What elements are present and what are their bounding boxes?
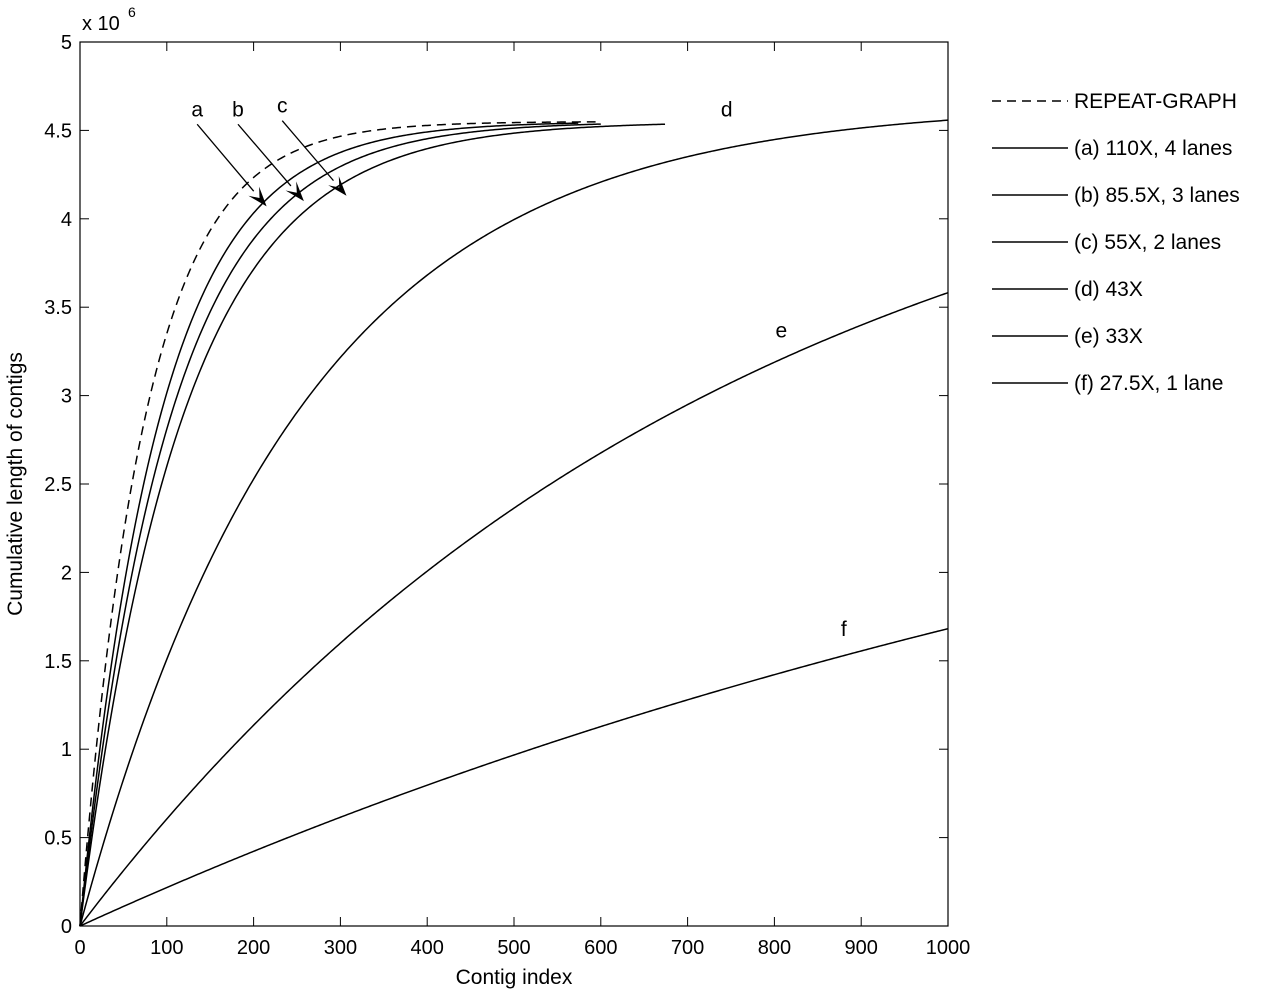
x-tick-label: 100 — [150, 937, 183, 959]
legend-label-a-110x-4-lanes: (a) 110X, 4 lanes — [1074, 137, 1232, 160]
x-tick-label: 800 — [758, 937, 791, 959]
y-tick-label: 5 — [61, 32, 72, 54]
y-tick-label: 0.5 — [44, 828, 72, 850]
annotation-arrow-a — [196, 123, 255, 192]
series-layer — [79, 119, 949, 927]
x-tick-label: 500 — [497, 937, 530, 959]
x-tick-label: 0 — [74, 937, 85, 959]
series-line-b-85-5x-3-lanes — [79, 123, 601, 927]
curve-label-e: e — [776, 319, 788, 342]
curve-label-c: c — [277, 95, 288, 118]
series-line-c-55x-2-lanes — [79, 123, 666, 927]
y-axis-label: Cumulative length of contigs — [4, 352, 27, 616]
y-multiplier-base: x 10 — [82, 13, 120, 35]
x-tick-label: 700 — [671, 937, 704, 959]
curve-label-f: f — [841, 618, 847, 641]
x-tick-label: 900 — [845, 937, 878, 959]
y-tick-label: 4 — [61, 209, 72, 231]
y-axis-multiplier: x 10 6 — [82, 4, 136, 35]
y-tick-label: 4.5 — [44, 120, 72, 142]
y-tick-label: 1 — [61, 739, 72, 761]
y-tick-label: 0 — [61, 916, 72, 938]
series-line-f-27-5x-1-lane — [79, 627, 949, 927]
legend: REPEAT-GRAPH (a) 110X, 4 lanes (b) 85.5X, … — [992, 90, 1240, 395]
x-tick-label: 400 — [411, 937, 444, 959]
x-tick-label: 600 — [584, 937, 617, 959]
legend-label-f-27-5x-1-lane: (f) 27.5X, 1 lane — [1074, 372, 1223, 395]
x-tick-label: 1000 — [926, 937, 971, 959]
curve-label-d: d — [721, 98, 733, 121]
annotation-arrowhead-a — [248, 186, 267, 207]
legend-label-repeat-graph: REPEAT-GRAPH — [1074, 90, 1237, 113]
legend-label-b-85-5x-3-lanes: (b) 85.5X, 3 lanes — [1074, 184, 1240, 207]
annotation-arrowhead-c — [328, 176, 347, 196]
y-tick-label: 3.5 — [44, 297, 72, 319]
series-line-e-33x — [79, 291, 949, 927]
x-tick-label: 200 — [237, 937, 270, 959]
series-line-a-110x-4-lanes — [79, 122, 579, 927]
y-tick-label: 2 — [61, 562, 72, 584]
plot-frame — [79, 41, 949, 927]
legend-label-e-33x: (e) 33X — [1074, 325, 1143, 348]
annotation-arrowhead-b — [285, 181, 304, 202]
curve-label-a: a — [191, 98, 203, 121]
tick-layer: 0 100 200 300 400 500 600 700 800 900 1000 0 0.5 1 1.5… — [44, 32, 970, 959]
curve-label-b: b — [232, 98, 244, 121]
series-line-repeat-graph — [79, 121, 596, 927]
legend-label-c-55x-2-lanes: (c) 55X, 2 lanes — [1074, 231, 1221, 254]
y-tick-label: 2.5 — [44, 474, 72, 496]
annotation-arrow-b — [237, 123, 292, 187]
y-multiplier-exponent: 6 — [128, 4, 136, 20]
annotation-arrow-c — [281, 120, 334, 182]
x-axis-label: Contig index — [456, 966, 573, 989]
y-tick-label: 3 — [61, 386, 72, 408]
legend-label-d-43x: (d) 43X — [1074, 278, 1143, 301]
series-line-d-43x — [79, 119, 949, 927]
annotation-layer: a b c d e f — [191, 95, 847, 641]
y-tick-label: 1.5 — [44, 651, 72, 673]
x-tick-label: 300 — [324, 937, 357, 959]
